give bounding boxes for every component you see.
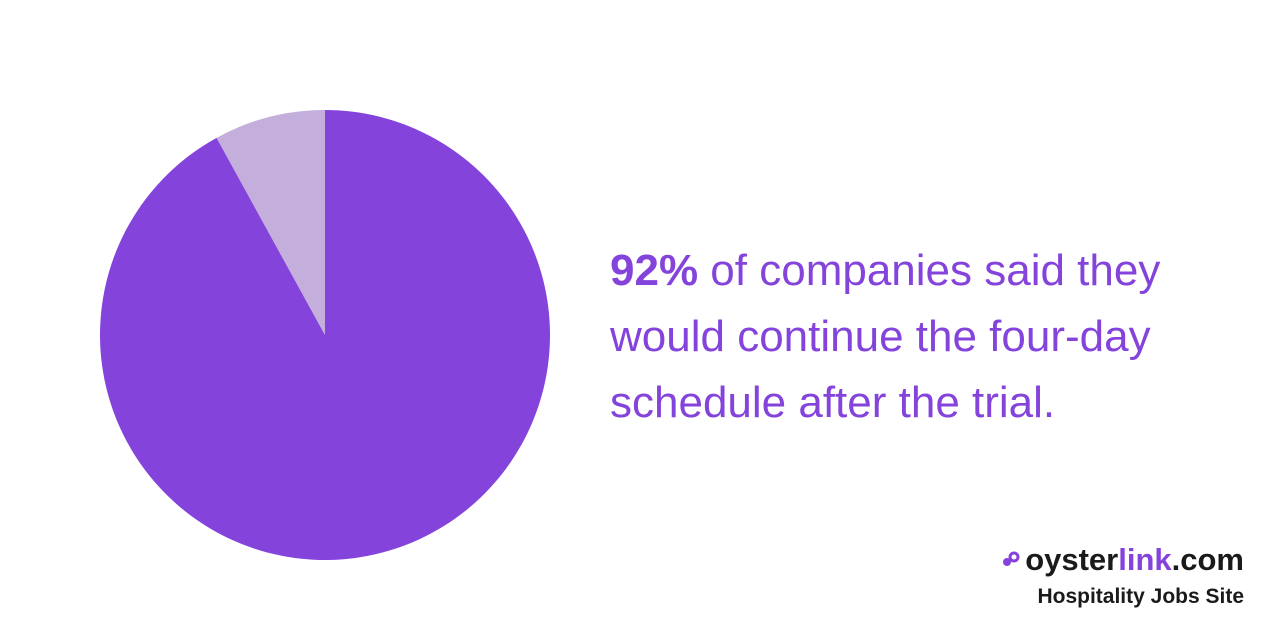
statement-highlight: 92% (610, 246, 699, 295)
statement-text: 92% of companies said they would continu… (610, 238, 1250, 436)
brand-logo[interactable]: oyster link .com (1001, 540, 1244, 580)
brand-block: oyster link .com Hospitality Jobs Site (1001, 540, 1244, 612)
statement-body: of companies said they would continue th… (610, 246, 1161, 427)
brand-logo-part3: .com (1171, 542, 1244, 577)
oyster-link-icon (1003, 551, 1020, 566)
brand-logo-part2: link (1118, 542, 1172, 577)
pie-chart (100, 110, 551, 560)
brand-tagline: Hospitality Jobs Site (1037, 585, 1244, 608)
pie-slice-8 (216, 110, 325, 335)
brand-logo-part1: oyster (1025, 542, 1119, 577)
